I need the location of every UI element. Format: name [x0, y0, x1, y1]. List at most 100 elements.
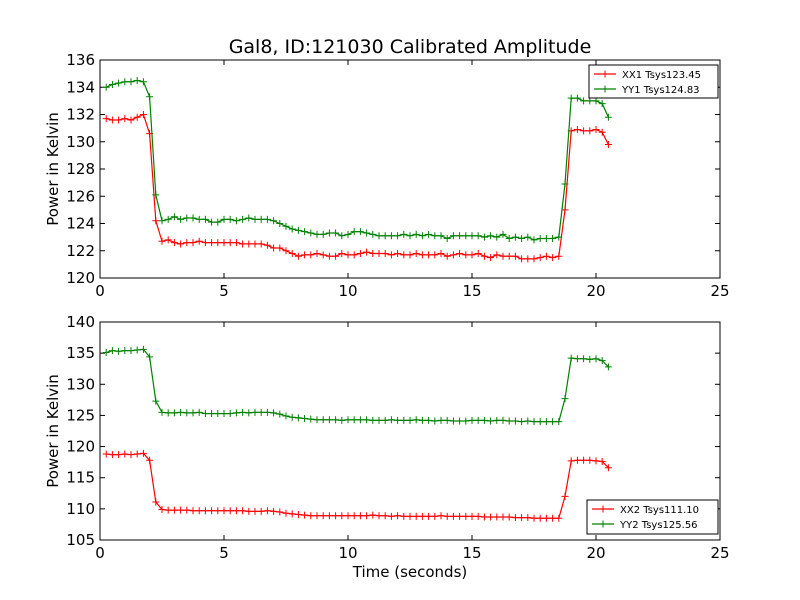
data-point — [350, 228, 358, 236]
legend-label: XX2 Tsys111.10 — [620, 505, 699, 516]
data-point — [381, 249, 389, 257]
data-point — [425, 251, 433, 259]
data-point — [375, 416, 383, 424]
data-point — [220, 239, 228, 247]
data-point — [121, 450, 129, 458]
data-point — [456, 232, 464, 240]
data-point — [530, 255, 538, 263]
data-point — [214, 410, 222, 418]
data-point — [468, 232, 476, 240]
data-point — [542, 252, 550, 260]
data-point — [425, 512, 433, 520]
data-point — [282, 509, 290, 517]
data-point — [443, 416, 451, 424]
data-point — [170, 506, 178, 514]
data-point — [344, 416, 352, 424]
data-point — [511, 514, 519, 522]
data-point — [524, 233, 532, 241]
data-point — [139, 449, 147, 457]
data-point — [381, 232, 389, 240]
legend-label: YY2 Tsys125.56 — [619, 520, 698, 531]
data-point — [214, 239, 222, 247]
data-point — [449, 251, 457, 259]
subplot-2: 0 5 10 15 20 25 105 110 115 120 125 130 135 140 Power … — [44, 313, 730, 581]
y-tick-label: 132 — [66, 106, 95, 124]
data-point — [170, 213, 178, 221]
data-point — [245, 214, 253, 222]
data-point — [425, 230, 433, 238]
data-point — [474, 249, 482, 257]
data-point — [505, 513, 513, 521]
data-point — [487, 513, 495, 521]
data-point — [127, 451, 135, 459]
data-point — [598, 100, 606, 108]
data-point — [177, 506, 185, 514]
y-tick-label: 136 — [66, 51, 95, 69]
data-point — [406, 512, 414, 520]
data-point — [487, 254, 495, 262]
data-point — [282, 247, 290, 255]
x-tick-label: 5 — [219, 282, 229, 300]
data-point — [443, 512, 451, 520]
legend-entry: YY2 Tsys125.56 — [592, 520, 698, 531]
data-point — [555, 252, 563, 260]
data-point — [431, 512, 439, 520]
data-point — [480, 416, 488, 424]
data-point — [356, 228, 364, 236]
data-point — [158, 505, 166, 513]
data-point — [573, 125, 581, 133]
data-point — [251, 240, 259, 248]
legend-entry: XX1 Tsys123.45 — [594, 70, 701, 81]
data-point — [195, 408, 203, 416]
data-point — [294, 414, 302, 422]
data-point — [437, 512, 445, 520]
data-point — [505, 417, 513, 425]
data-point — [344, 230, 352, 238]
data-point — [133, 76, 141, 84]
data-point — [232, 239, 240, 247]
data-point — [549, 254, 557, 262]
data-point — [307, 229, 315, 237]
x-tick-label: 25 — [710, 544, 729, 562]
data-point — [356, 416, 364, 424]
data-point — [462, 251, 470, 259]
data-point — [195, 215, 203, 223]
data-point — [387, 232, 395, 240]
data-point — [363, 248, 371, 256]
data-point — [573, 94, 581, 102]
data-point — [518, 234, 526, 242]
data-point — [307, 512, 315, 520]
data-point — [158, 217, 166, 225]
chart-title: Gal8, ID:121030 Calibrated Amplitude — [229, 36, 592, 58]
data-point — [170, 239, 178, 247]
data-point — [288, 249, 296, 257]
data-point — [437, 232, 445, 240]
data-point — [468, 251, 476, 259]
data-point — [294, 252, 302, 260]
data-point — [505, 252, 513, 260]
data-point — [183, 214, 191, 222]
data-point — [474, 232, 482, 240]
data-point — [195, 507, 203, 515]
data-point — [555, 418, 563, 426]
data-point — [146, 93, 154, 101]
data-point — [201, 215, 209, 223]
data-point — [139, 345, 147, 353]
data-point — [232, 217, 240, 225]
data-point — [239, 507, 247, 515]
data-point — [350, 251, 358, 259]
y-tick-label: 128 — [66, 160, 95, 178]
data-point — [363, 229, 371, 237]
data-point — [332, 512, 340, 520]
data-point — [338, 232, 346, 240]
y-axis-label: Power in Kelvin — [44, 374, 62, 488]
data-point — [431, 417, 439, 425]
x-tick-label: 15 — [462, 282, 481, 300]
y-tick-label: 115 — [66, 469, 95, 487]
data-point — [158, 237, 166, 245]
data-point — [505, 234, 513, 242]
data-point — [406, 251, 414, 259]
data-point — [263, 241, 271, 249]
data-point — [127, 78, 135, 86]
data-point — [499, 416, 507, 424]
